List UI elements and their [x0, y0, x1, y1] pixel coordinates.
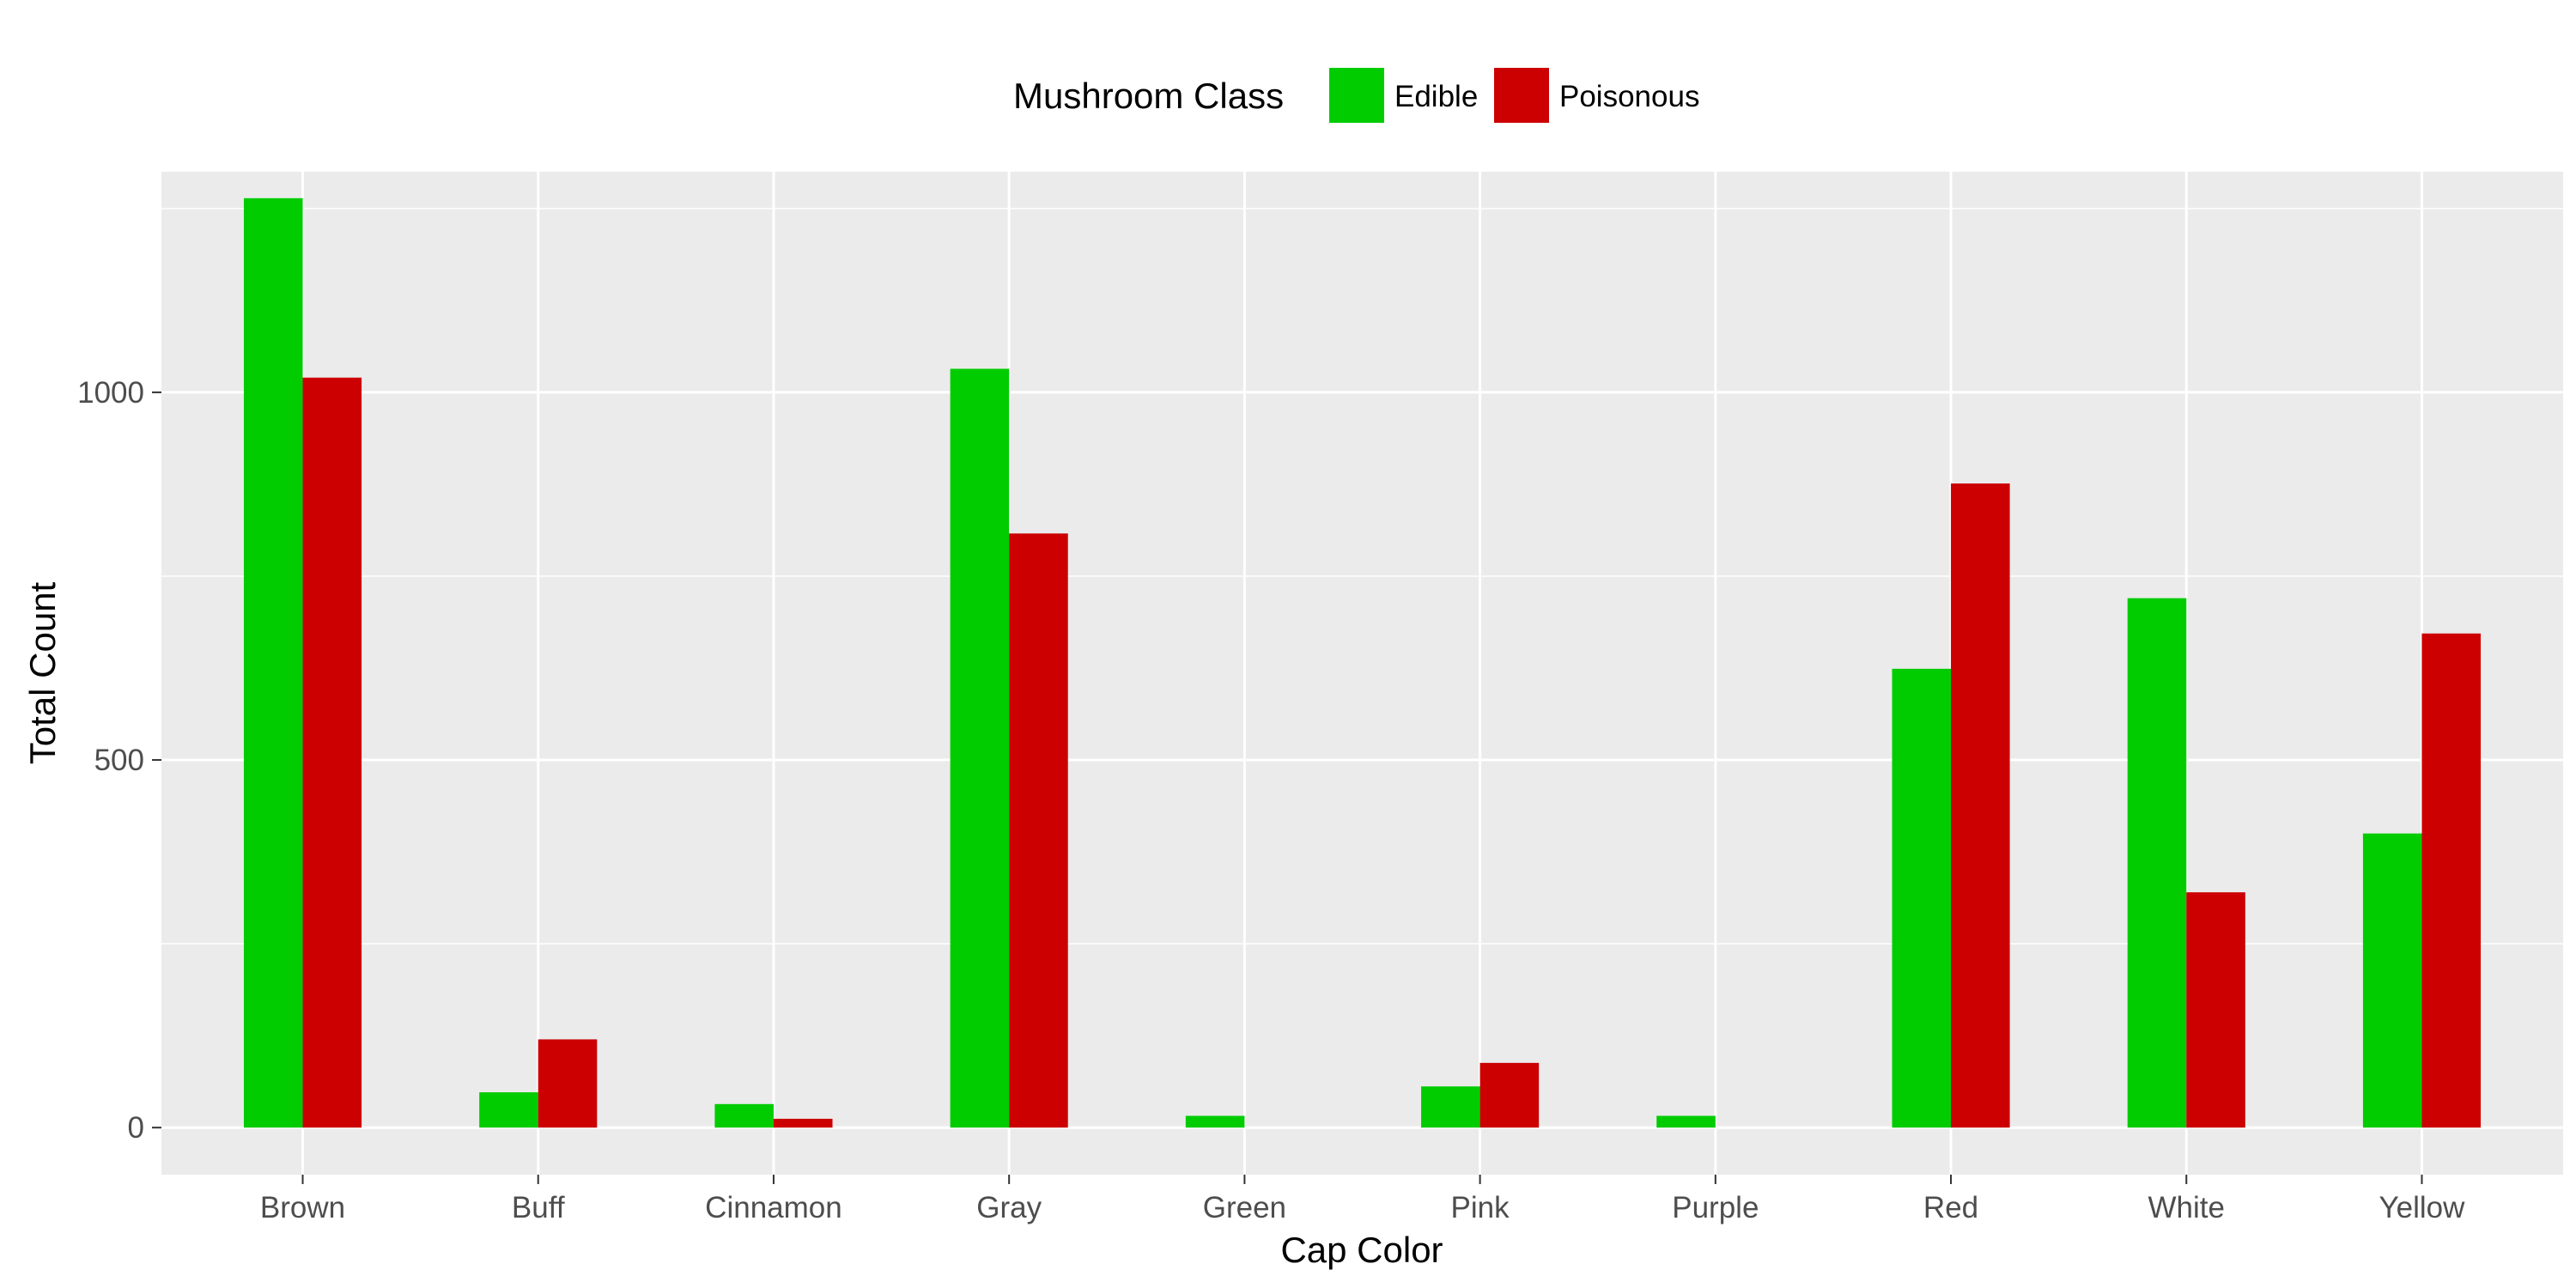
bar-edible-green	[1185, 1115, 1245, 1128]
y-tick-label: 500	[94, 744, 144, 777]
bar-edible-white	[2127, 598, 2187, 1128]
legend-label-poisonous: Poisonous	[1559, 80, 1699, 113]
x-tick-label-red: Red	[1923, 1191, 1978, 1224]
x-tick-label-white: White	[2148, 1191, 2225, 1224]
x-tick-label-buff: Buff	[512, 1191, 565, 1224]
y-axis-title: Total Count	[22, 581, 63, 764]
bar-poisonous-pink	[1479, 1062, 1540, 1128]
y-tick-label: 1000	[77, 376, 144, 410]
bar-edible-yellow	[2362, 833, 2422, 1128]
x-tick-label-gray: Gray	[976, 1191, 1042, 1224]
bar-edible-cinnamon	[714, 1103, 774, 1128]
legend-label-edible: Edible	[1394, 80, 1478, 113]
legend: Mushroom Class Edible Poisonous	[1013, 68, 1699, 123]
bar-edible-buff	[479, 1092, 538, 1128]
bar-poisonous-cinnamon	[773, 1118, 833, 1128]
legend-title: Mushroom Class	[1013, 76, 1284, 116]
bar-poisonous-buff	[538, 1039, 598, 1128]
y-tick-label: 0	[128, 1111, 144, 1145]
x-tick-label-green: Green	[1203, 1191, 1286, 1224]
bars	[243, 197, 2482, 1128]
bar-edible-gray	[950, 368, 1010, 1128]
x-axis: Brown Buff Cinnamon Gray Green Pink Purple Red W…	[260, 1175, 2465, 1224]
x-tick-label-yellow: Yellow	[2379, 1191, 2466, 1224]
bar-poisonous-yellow	[2421, 633, 2482, 1128]
bar-poisonous-brown	[302, 377, 362, 1128]
x-tick-label-purple: Purple	[1672, 1191, 1759, 1224]
bar-edible-brown	[243, 197, 303, 1128]
bar-poisonous-red	[1951, 483, 2010, 1128]
legend-swatch-poisonous	[1494, 68, 1549, 123]
y-axis: 0 500 1000	[77, 376, 161, 1145]
bar-edible-purple	[1656, 1115, 1716, 1128]
bar-poisonous-white	[2186, 892, 2245, 1128]
bar-poisonous-gray	[1009, 533, 1068, 1128]
x-axis-title: Cap Color	[1280, 1230, 1443, 1270]
legend-swatch-edible	[1329, 68, 1384, 123]
bar-edible-pink	[1421, 1086, 1480, 1128]
x-tick-label-brown: Brown	[260, 1191, 345, 1224]
x-tick-label-pink: Pink	[1451, 1191, 1510, 1224]
bar-edible-red	[1892, 668, 1952, 1128]
x-tick-label-cinnamon: Cinnamon	[705, 1191, 842, 1224]
